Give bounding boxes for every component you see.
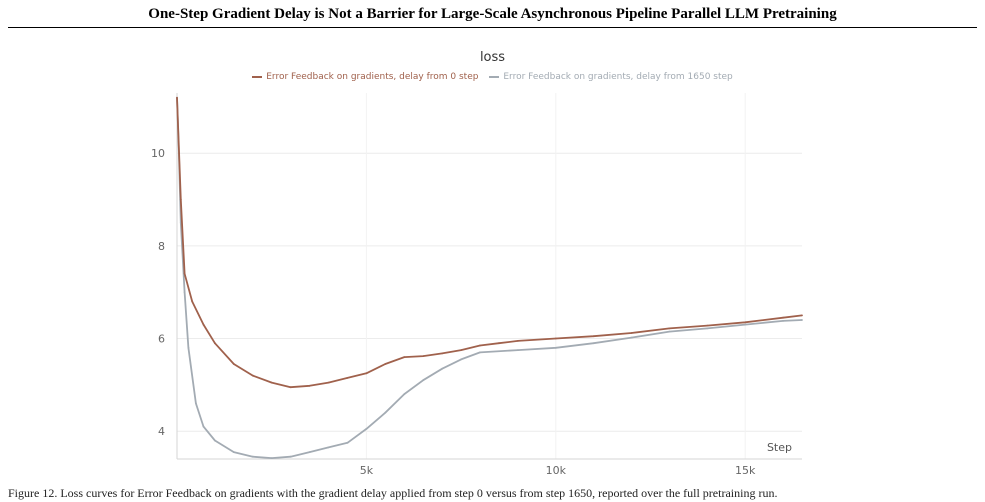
series-1-point-21 xyxy=(479,351,481,354)
series-0-point-0 xyxy=(176,96,178,99)
series-0-point-1 xyxy=(179,198,182,201)
series-1-point-7 xyxy=(214,439,216,442)
series-0-point-5 xyxy=(214,342,216,345)
series-1-point-22 xyxy=(517,349,519,351)
series-1-point-28 xyxy=(744,323,747,326)
series-0-point-17 xyxy=(441,352,444,355)
series-0-point-6 xyxy=(232,363,235,365)
series-1-point-5 xyxy=(195,402,197,405)
series-0-point-22 xyxy=(554,337,557,340)
series-1-point-18 xyxy=(422,379,425,382)
series-0-point-16 xyxy=(422,355,425,357)
series-1-point-17 xyxy=(403,393,406,395)
legend-label-series-1: Error Feedback on gradients, delay from … xyxy=(503,72,733,82)
series-1-point-30 xyxy=(801,319,803,321)
chart-axes xyxy=(176,93,802,460)
series-1-point-6 xyxy=(202,425,205,428)
series-1-point-13 xyxy=(327,446,330,449)
legend-item-series-1[interactable]: Error Feedback on gradients, delay from … xyxy=(489,72,733,82)
series-1-point-23 xyxy=(554,346,557,349)
series-0-point-2 xyxy=(183,272,186,275)
series-0-point-4 xyxy=(202,323,205,326)
series-0-point-13 xyxy=(365,372,368,375)
legend-item-series-0[interactable]: Error Feedback on gradients, delay from … xyxy=(252,72,478,82)
chart-gridlines xyxy=(177,93,802,459)
chart-tick-labels: 4 6 8 10 5k 10k 15k Step xyxy=(151,147,792,477)
header-rule xyxy=(8,27,977,28)
series-1-point-26 xyxy=(668,330,671,333)
chart-series-group[interactable] xyxy=(176,96,803,459)
series-1-point-8 xyxy=(232,451,235,453)
series-1-point-25 xyxy=(630,336,633,339)
series-1-point-3 xyxy=(183,291,186,294)
paper-header-title: One-Step Gradient Delay is Not a Barrier… xyxy=(148,6,837,22)
series-0-point-8 xyxy=(270,381,273,384)
series-1-point-24 xyxy=(592,342,595,345)
series-0-point-25 xyxy=(668,327,671,330)
series-1-point-12 xyxy=(308,451,311,453)
series-0-point-12 xyxy=(346,377,349,379)
chart-title: loss xyxy=(479,50,506,65)
series-1-point-14 xyxy=(346,441,349,444)
x-axis-label: Step xyxy=(767,441,792,454)
series-1-point-4 xyxy=(187,346,190,349)
x-tick-label-10000: 10k xyxy=(546,464,567,477)
series-0-point-7 xyxy=(251,374,254,377)
y-tick-label-10: 10 xyxy=(151,147,165,160)
series-0-point-15 xyxy=(403,356,406,358)
series-0-point-29 xyxy=(801,314,803,317)
series-line-0[interactable] xyxy=(176,97,803,389)
y-tick-label-8: 8 xyxy=(158,240,165,253)
series-0-point-20 xyxy=(498,342,500,345)
legend-swatch-series-1 xyxy=(489,75,500,78)
series-0-point-14 xyxy=(384,363,387,365)
series-0-point-3 xyxy=(191,300,194,303)
series-0-point-9 xyxy=(289,386,292,389)
chart-legend: Error Feedback on gradients, delay from … xyxy=(0,72,985,82)
loss-chart: 4 6 8 10 5k 10k 15k Step xyxy=(151,93,803,477)
series-0-point-23 xyxy=(592,335,595,338)
series-1-point-11 xyxy=(289,455,292,458)
series-1-point-16 xyxy=(384,411,387,414)
series-0-point-26 xyxy=(706,324,709,327)
series-1-point-15 xyxy=(365,428,368,430)
series-1-point-20 xyxy=(460,358,462,361)
series-1-point-10 xyxy=(270,457,273,459)
series-line-1[interactable] xyxy=(176,97,803,459)
y-tick-label-6: 6 xyxy=(158,333,165,346)
series-1-point-9 xyxy=(251,455,254,458)
y-tick-label-4: 4 xyxy=(158,425,165,438)
x-tick-label-15000: 15k xyxy=(735,464,756,477)
series-1-point-29 xyxy=(782,320,784,322)
series-0-point-19 xyxy=(479,344,481,347)
series-0-point-10 xyxy=(308,384,311,387)
series-1-point-19 xyxy=(441,367,444,370)
series-0-point-21 xyxy=(517,340,519,342)
series-0-point-11 xyxy=(327,381,330,384)
series-1-point-27 xyxy=(706,327,709,330)
series-0-point-28 xyxy=(782,316,784,319)
figure-caption: Figure 12. Loss curves for Error Feedbac… xyxy=(8,486,778,500)
legend-label-series-0: Error Feedback on gradients, delay from … xyxy=(266,72,479,82)
series-0-point-24 xyxy=(630,332,633,334)
series-0-point-27 xyxy=(744,321,747,324)
legend-swatch-series-0 xyxy=(252,75,263,78)
x-tick-label-5000: 5k xyxy=(360,464,374,477)
series-0-point-18 xyxy=(460,349,462,351)
